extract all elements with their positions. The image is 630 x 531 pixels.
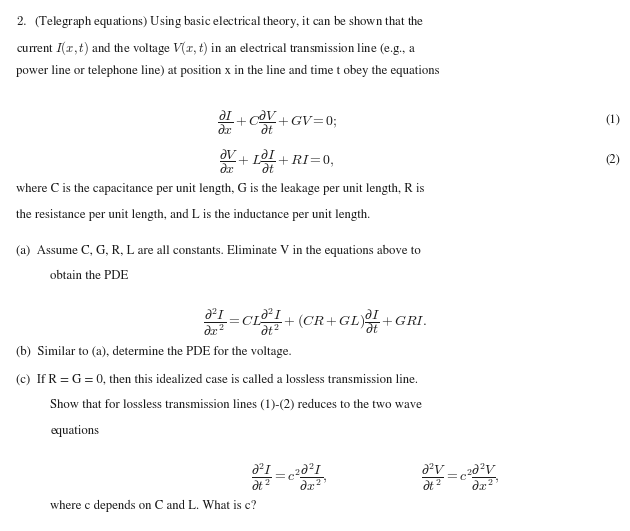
Text: Show that for lossless transmission lines (1)-(2) reduces to the two wave: Show that for lossless transmission line… xyxy=(50,399,422,411)
Text: $\dfrac{\partial^2 I}{\partial t^2} = c^2\dfrac{\partial^2 I}{\partial x^2},$: $\dfrac{\partial^2 I}{\partial t^2} = c^… xyxy=(251,461,328,493)
Text: power line or telephone line) at position x in the line and time t obey the equa: power line or telephone line) at positio… xyxy=(16,64,439,76)
Text: where C is the capacitance per unit length, G is the leakage per unit length, R : where C is the capacitance per unit leng… xyxy=(16,183,424,195)
Text: (b)  Similar to (a), determine the PDE for the voltage.: (b) Similar to (a), determine the PDE fo… xyxy=(16,346,291,358)
Text: equations: equations xyxy=(50,425,100,437)
Text: where c depends on C and L. What is c?: where c depends on C and L. What is c? xyxy=(50,499,256,511)
Text: $\dfrac{\partial V}{\partial x} + L\dfrac{\partial I}{\partial t} + RI = 0,$: $\dfrac{\partial V}{\partial x} + L\dfra… xyxy=(219,147,335,176)
Text: $\dfrac{\partial I}{\partial x} + C\dfrac{\partial V}{\partial t} + GV = 0;$: $\dfrac{\partial I}{\partial x} + C\dfra… xyxy=(217,109,337,138)
Text: the resistance per unit length, and L is the inductance per unit length.: the resistance per unit length, and L is… xyxy=(16,209,370,221)
Text: $\mathbf{2.}$  (Telegraph equations) Using basic electrical theory, it can be sh: $\mathbf{2.}$ (Telegraph equations) Usin… xyxy=(16,13,424,30)
Text: current $I(x, t)$ and the voltage $V(x, t)$ in an electrical transmission line (: current $I(x, t)$ and the voltage $V(x, … xyxy=(16,39,416,56)
Text: (a)  Assume C, G, R, L are all constants. Eliminate V in the equations above to: (a) Assume C, G, R, L are all constants.… xyxy=(16,244,420,256)
Text: (c)  If R = G = 0, then this idealized case is called a lossless transmission li: (c) If R = G = 0, then this idealized ca… xyxy=(16,374,418,386)
Text: obtain the PDE: obtain the PDE xyxy=(50,270,129,282)
Text: $\dfrac{\partial^2 I}{\partial x^2} = CL\dfrac{\partial^2 I}{\partial t^2} + (CR: $\dfrac{\partial^2 I}{\partial x^2} = CL… xyxy=(203,306,427,338)
Text: (2): (2) xyxy=(605,153,621,165)
Text: (1): (1) xyxy=(605,115,621,127)
Text: $\dfrac{\partial^2 V}{\partial t^2} = c^2\dfrac{\partial^2 V}{\partial x^2},$: $\dfrac{\partial^2 V}{\partial t^2} = c^… xyxy=(421,461,499,493)
